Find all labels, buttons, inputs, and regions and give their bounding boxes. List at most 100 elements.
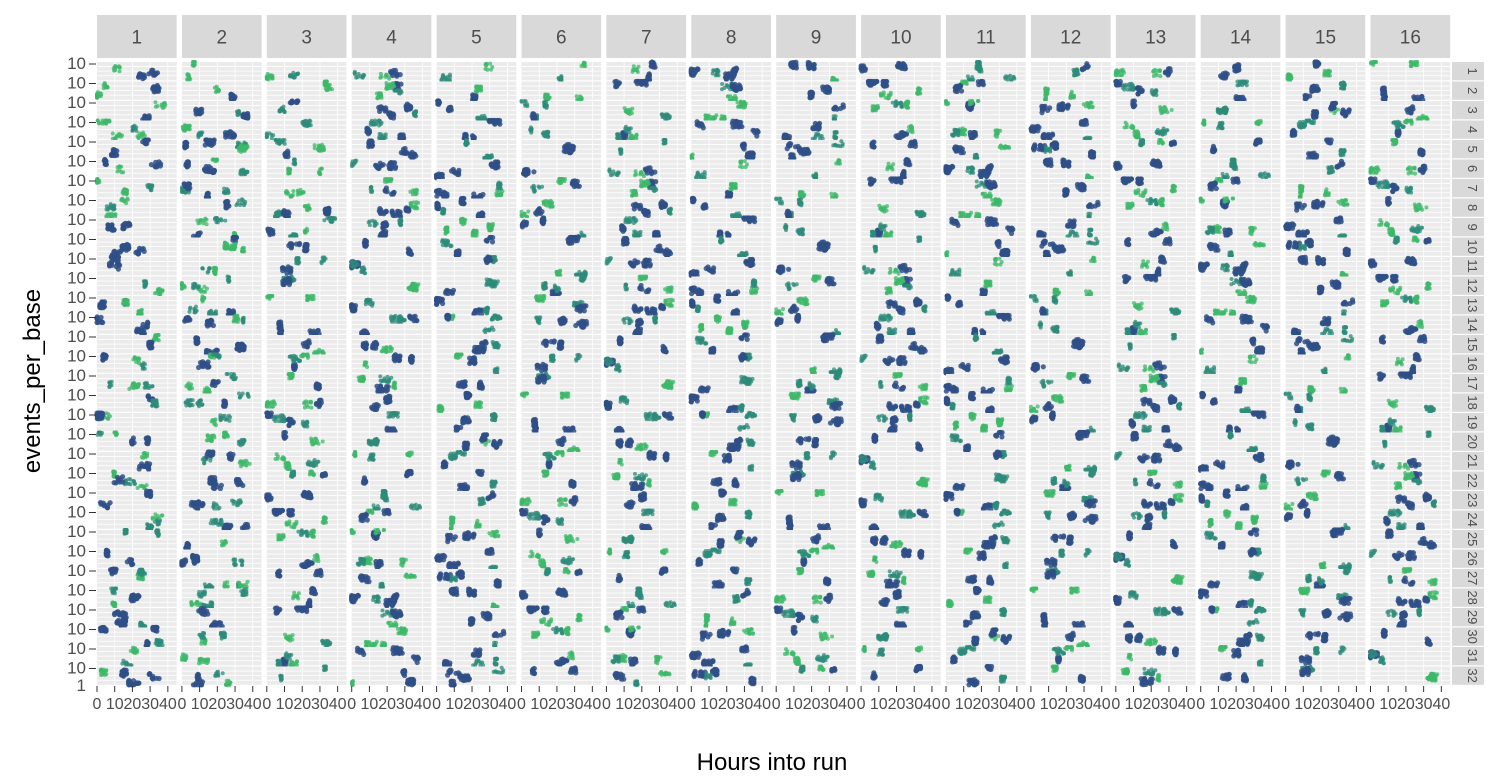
data-point [280, 456, 285, 461]
data-point [200, 402, 205, 407]
facet-panel [179, 179, 262, 200]
data-point [306, 203, 311, 208]
data-point [330, 87, 334, 92]
data-point [284, 460, 288, 465]
data-point [231, 245, 236, 250]
facet-panel [181, 372, 262, 395]
facet-panel [266, 274, 347, 295]
data-point [265, 493, 271, 499]
data-point [279, 139, 284, 144]
data-point [106, 412, 111, 417]
data-point [188, 305, 193, 310]
data-point [315, 553, 320, 558]
data-point [244, 458, 249, 463]
facet-panel [181, 137, 262, 159]
facet-panel [181, 216, 262, 239]
data-point [130, 435, 136, 441]
data-point [184, 403, 189, 408]
facet-panel [97, 333, 177, 354]
row-strip [1452, 549, 1484, 568]
data-point [328, 219, 333, 224]
data-point [152, 163, 158, 169]
data-point [201, 609, 207, 615]
data-point [205, 359, 211, 365]
data-point [133, 385, 138, 389]
data-point [202, 639, 207, 644]
data-point [209, 437, 214, 442]
data-point [197, 601, 202, 606]
data-point [114, 474, 121, 480]
data-point [327, 642, 332, 647]
data-point [323, 515, 328, 520]
data-point [190, 386, 195, 391]
facet-panel [97, 393, 177, 412]
row-strip [1452, 335, 1484, 354]
data-point [126, 302, 130, 307]
data-point [313, 401, 319, 407]
facet-panel [97, 608, 177, 629]
data-point [100, 118, 105, 123]
data-point [143, 571, 148, 576]
facet-panel [265, 294, 347, 315]
data-point [112, 603, 117, 608]
facet-panel [179, 647, 262, 666]
data-point [268, 413, 274, 419]
data-point [317, 148, 322, 153]
row-strip-label: 4 [1465, 126, 1480, 133]
facet-panel [181, 197, 262, 217]
facet-panel [264, 118, 347, 141]
row-strip [1452, 315, 1484, 334]
data-point [145, 435, 152, 441]
data-point [206, 364, 212, 370]
data-point [300, 120, 305, 125]
data-point [202, 461, 207, 466]
row-strip [1452, 608, 1484, 627]
data-point [113, 136, 118, 141]
data-point [121, 301, 125, 306]
data-point [132, 649, 137, 654]
row-strip [1452, 491, 1484, 510]
data-point [208, 308, 213, 313]
data-point [130, 596, 136, 602]
data-point [195, 505, 201, 511]
data-point [282, 141, 287, 146]
column-strip [436, 15, 517, 58]
data-point [319, 259, 324, 264]
data-point [155, 104, 160, 109]
data-point [242, 203, 246, 208]
data-point [311, 473, 316, 478]
facet-panel [181, 294, 262, 317]
data-point [241, 343, 247, 349]
data-point [309, 405, 314, 410]
facet-panel [181, 60, 262, 82]
data-point [241, 320, 246, 325]
data-point [150, 384, 155, 389]
data-point [287, 519, 292, 524]
data-point [98, 625, 104, 631]
data-point [355, 75, 360, 80]
row-strip [1452, 471, 1484, 490]
facet-panel [266, 605, 347, 627]
column-strip-label: 2 [216, 28, 227, 49]
data-point [226, 275, 231, 280]
row-strip-label: 2 [1465, 87, 1480, 94]
data-point [290, 357, 295, 362]
data-point [300, 421, 305, 426]
column-strips: 1 2 3 4 5 6 7 8 9 10 11 12 13 14 15 16 [97, 15, 1451, 58]
facet-panel [181, 234, 262, 256]
row-strip-label: 15 [1465, 337, 1480, 351]
data-point [242, 438, 247, 443]
data-point [124, 188, 129, 193]
data-point [242, 172, 246, 177]
data-point [234, 203, 239, 208]
data-point [111, 153, 117, 159]
facet-panel [266, 627, 347, 648]
row-strip-label: 10 [1465, 239, 1480, 253]
data-point [197, 632, 202, 637]
facet-panel [181, 157, 262, 178]
data-point [284, 152, 290, 158]
data-point [115, 165, 120, 170]
data-point [239, 589, 244, 594]
facet-panel [95, 81, 177, 100]
facet-panel [266, 528, 347, 549]
